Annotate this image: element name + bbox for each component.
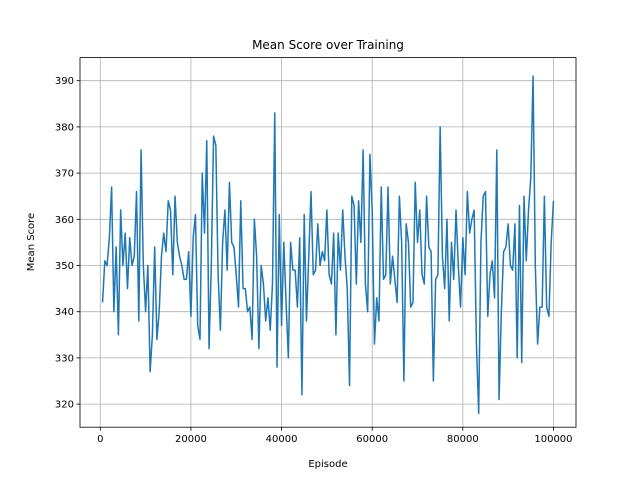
x-tick-label: 60000: [356, 434, 388, 445]
y-tick-label: 350: [55, 261, 74, 272]
chart-title: Mean Score over Training: [252, 38, 404, 52]
y-tick-label: 330: [55, 353, 74, 364]
y-tick-label: 320: [55, 400, 74, 411]
x-axis-label: Episode: [308, 459, 347, 470]
plot-frame: [79, 57, 577, 428]
y-axis-label: Mean Score: [26, 213, 37, 271]
y-tick-label: 380: [55, 122, 74, 133]
y-tick-label: 370: [55, 169, 74, 180]
x-tick-label: 0: [97, 434, 103, 445]
x-tick-label: 80000: [447, 434, 479, 445]
y-tick-label: 360: [55, 215, 74, 226]
y-tick-label: 340: [55, 307, 74, 318]
y-tick-label: 390: [55, 76, 74, 87]
x-tick-label: 100000: [534, 434, 572, 445]
x-tick-label: 40000: [266, 434, 298, 445]
x-tick-label: 20000: [175, 434, 207, 445]
line: [101, 75, 555, 415]
